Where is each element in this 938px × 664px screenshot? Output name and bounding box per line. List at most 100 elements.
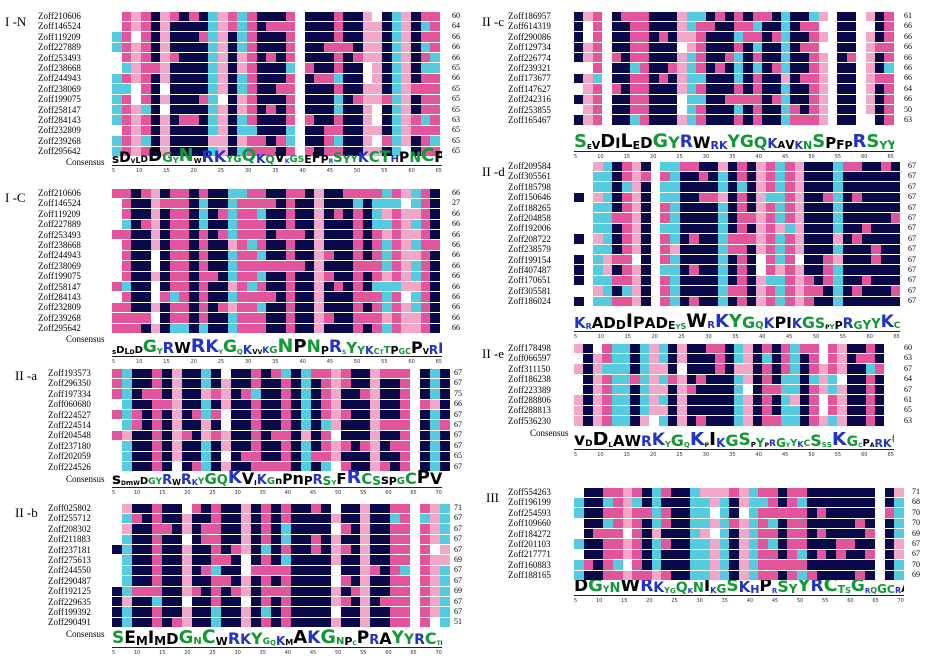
alignment-cell xyxy=(320,586,331,597)
alignment-cell xyxy=(380,503,391,513)
alignment-cell xyxy=(218,146,228,156)
alignment-cell xyxy=(583,105,593,115)
logo-glyphs: sDmWDGYRWRKYGQKVIKGnPnPRSYFRCSsPGCPVKKKV… xyxy=(112,470,442,487)
alignment-cell xyxy=(285,250,296,261)
alignment-cell xyxy=(612,518,623,529)
alignment-cell xyxy=(198,11,209,21)
alignment-cell xyxy=(677,63,687,73)
logo-letter: P xyxy=(632,313,645,332)
sequence-name: Zoff129734 xyxy=(508,42,551,53)
alignment-cell xyxy=(333,84,344,94)
alignment-cell xyxy=(131,240,141,250)
alignment-cell xyxy=(746,223,757,234)
alignment-cell xyxy=(622,518,633,529)
alignment-cell xyxy=(370,420,381,430)
alignment-cell xyxy=(285,261,296,271)
alignment-cell xyxy=(698,223,709,234)
logo-letter: R xyxy=(201,147,214,166)
alignment-cell xyxy=(171,534,182,545)
alignment-cell xyxy=(179,125,190,136)
alignment-cell xyxy=(827,115,838,125)
logo-tick-label: 20 xyxy=(649,154,657,160)
alignment-cell xyxy=(304,115,315,125)
alignment-cell xyxy=(160,136,170,146)
alignment-cell xyxy=(641,275,651,286)
alignment-cell xyxy=(221,524,232,534)
alignment-cell xyxy=(150,94,161,105)
alignment-cell xyxy=(380,555,391,565)
alignment-cell xyxy=(680,497,691,508)
alignment-cell xyxy=(304,313,315,323)
alignment-cell xyxy=(131,576,142,586)
alignment-cell xyxy=(372,125,382,136)
alignment-cell xyxy=(612,223,622,234)
alignment-cell xyxy=(140,63,151,73)
sequence-length: 66 xyxy=(904,62,912,72)
alignment-cell xyxy=(169,198,180,209)
alignment-cell xyxy=(439,565,450,576)
sequence-name: Zoff211883 xyxy=(48,534,91,545)
alignment-cell xyxy=(752,84,763,94)
alignment-row xyxy=(112,399,450,410)
alignment-row xyxy=(112,617,450,628)
alignment-cell xyxy=(218,219,228,230)
alignment-cell xyxy=(894,560,904,570)
alignment-cell xyxy=(430,198,440,209)
alignment-row xyxy=(574,385,894,395)
alignment-cell xyxy=(362,84,373,94)
logo-letter: Y xyxy=(156,347,163,356)
sequence-name: Zoff147627 xyxy=(508,83,551,94)
alignment-row xyxy=(574,539,904,549)
alignment-cell xyxy=(256,188,267,198)
alignment-cell xyxy=(846,115,857,125)
alignment-cell xyxy=(189,313,199,323)
alignment-cell xyxy=(208,240,219,250)
alignment-cell xyxy=(658,353,669,364)
alignment-cell xyxy=(381,261,392,271)
alignment-row xyxy=(574,42,894,53)
alignment-cell xyxy=(340,430,351,441)
alignment-cell xyxy=(669,244,680,255)
alignment-cell xyxy=(211,430,222,441)
alignment-cell xyxy=(231,513,242,524)
alignment-cell xyxy=(641,161,651,171)
alignment-cell xyxy=(231,389,242,399)
alignment-cell xyxy=(198,115,209,125)
alignment-cell xyxy=(304,209,315,219)
sequence-length: 66 xyxy=(452,281,460,291)
alignment-cell xyxy=(884,21,894,32)
alignment-cell xyxy=(737,296,747,306)
alignment-cell xyxy=(251,503,262,513)
sequence-length: 67 xyxy=(454,523,462,533)
alignment-cell xyxy=(603,529,613,539)
alignment-cell xyxy=(700,487,710,497)
alignment-cell xyxy=(140,115,151,125)
alignment-cell xyxy=(771,53,781,63)
alignment-cell xyxy=(842,213,853,223)
alignment-cell xyxy=(593,244,603,255)
alignment-cell xyxy=(430,430,440,441)
alignment-cell xyxy=(261,597,271,607)
alignment-cell xyxy=(237,240,247,250)
alignment-cell xyxy=(161,513,172,524)
alignment-cell xyxy=(280,607,291,617)
alignment-cell xyxy=(280,586,291,597)
sequence-length: 67 xyxy=(454,596,462,606)
alignment-cell xyxy=(179,271,190,282)
alignment-cell xyxy=(151,399,162,410)
logo-letter: Y xyxy=(871,317,881,332)
alignment-cell xyxy=(874,497,885,508)
alignment-cell xyxy=(775,296,786,306)
alignment-cell xyxy=(846,73,857,84)
alignment-cell xyxy=(231,503,242,513)
alignment-cell xyxy=(430,378,440,389)
alignment-cell xyxy=(632,518,642,529)
alignment-cell xyxy=(208,292,219,302)
alignment-cell xyxy=(621,374,631,385)
alignment-cell xyxy=(698,255,709,265)
alignment-cell xyxy=(874,570,885,581)
alignment-cell xyxy=(837,405,847,416)
alignment-cell xyxy=(630,374,640,385)
logo-tick-label: 15 xyxy=(621,598,628,604)
alignment-cell xyxy=(621,343,631,353)
